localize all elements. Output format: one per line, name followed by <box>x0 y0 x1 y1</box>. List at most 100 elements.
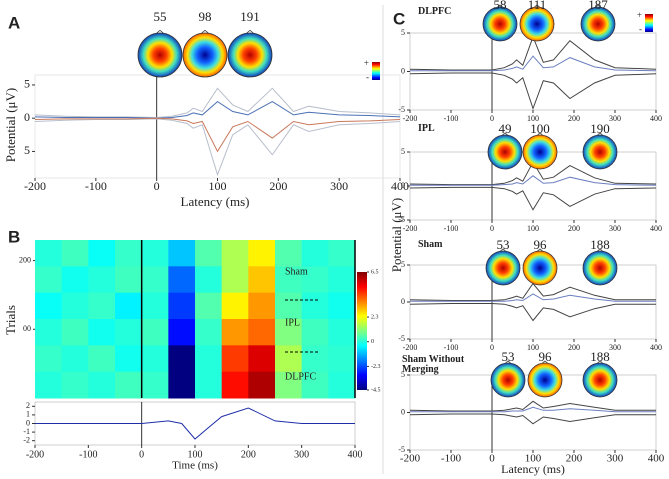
heat-cell <box>301 240 329 267</box>
topomap <box>582 250 618 286</box>
heat-cell <box>88 371 116 399</box>
topomap <box>519 6 555 42</box>
x-tick-label: 0 <box>139 449 144 460</box>
trace <box>409 400 656 412</box>
y-tick-label: -5 <box>398 445 405 454</box>
topomap <box>182 32 228 78</box>
heat-cell <box>168 371 196 399</box>
topomap-latency: 187 <box>588 0 608 12</box>
heat-cell <box>168 292 196 320</box>
colorbar-label: + <box>637 10 642 20</box>
y-tick-label: 0 <box>24 110 30 124</box>
topomap-latency: 188 <box>590 237 610 252</box>
heat-cell <box>115 266 143 294</box>
colorbar-tick-label: 2.3 <box>371 314 379 320</box>
x-tick-label: -200 <box>403 224 418 233</box>
x-axis-label: Latency (ms) <box>181 194 250 209</box>
heat-cell <box>141 319 169 346</box>
panel-label: C <box>393 9 405 28</box>
y-tick-label: 0 <box>401 181 405 190</box>
trace <box>409 72 657 111</box>
trace <box>410 293 656 302</box>
x-tick-label: -100 <box>444 224 459 233</box>
trace <box>409 35 657 71</box>
heat-cell <box>141 371 169 399</box>
heat-cell <box>301 371 329 399</box>
heat-cell <box>88 319 116 346</box>
plot-frame <box>409 32 657 111</box>
colorbar-label: + <box>364 58 369 68</box>
x-tick-label: 200 <box>568 343 580 352</box>
y-tick-label: -1 <box>23 427 30 436</box>
y-tick-label: 200 <box>19 255 31 264</box>
x-tick-label: -100 <box>444 343 459 352</box>
colorbar <box>357 272 367 390</box>
topomap-latency: 191 <box>240 9 260 24</box>
x-tick-label: 200 <box>269 179 287 193</box>
x-tick-label: -200 <box>403 343 418 352</box>
heat-cell <box>61 371 89 399</box>
x-tick-label: 200 <box>568 114 580 123</box>
x-tick-label: 400 <box>648 453 665 465</box>
heat-cell <box>88 266 116 294</box>
x-tick-label: 0 <box>490 114 494 123</box>
subplot-title: DLPFC <box>418 7 452 17</box>
heat-cell <box>221 319 249 346</box>
x-tick-label: -200 <box>400 453 421 465</box>
x-tick-label: 400 <box>650 224 662 233</box>
topomap-head <box>597 360 603 364</box>
x-tick-label: 100 <box>527 114 539 123</box>
x-axis-label: Latency (ms) <box>501 462 565 476</box>
trace <box>409 282 656 301</box>
topomap-head <box>505 360 511 364</box>
heat-cell <box>168 266 196 294</box>
heat-cell <box>328 345 356 373</box>
colorbar-tick-label: -2.3 <box>371 364 381 370</box>
heat-cell <box>275 371 303 399</box>
topomap <box>487 134 523 170</box>
y-tick-label: 0 <box>26 418 30 427</box>
topomap <box>582 134 618 170</box>
x-axis-label: Time (ms) <box>172 460 218 472</box>
heat-cell <box>328 371 356 399</box>
heat-cell <box>141 292 169 320</box>
x-tick-label: 100 <box>527 343 539 352</box>
heat-cell <box>35 266 63 294</box>
heat-cell <box>275 240 303 267</box>
x-tick-label: -100 <box>85 179 107 193</box>
heat-cell <box>61 240 89 267</box>
topomap-latency: 111 <box>528 0 547 12</box>
heat-cell <box>275 319 303 346</box>
heat-cell <box>195 292 223 320</box>
heat-cell <box>61 292 89 320</box>
y-tick-label: 2 <box>26 401 30 410</box>
heat-cell <box>248 292 276 320</box>
heat-cell <box>275 292 303 320</box>
x-tick-label: 300 <box>609 224 621 233</box>
trace <box>34 117 401 153</box>
topomap-latency: 58 <box>494 0 507 12</box>
x-tick-label: 0 <box>154 179 160 193</box>
topomap-head <box>497 4 503 8</box>
subplot-title-box: IPL <box>418 124 435 134</box>
x-tick-label: 100 <box>188 449 203 460</box>
heat-cell <box>275 345 303 373</box>
topomap-latency: 190 <box>590 121 610 136</box>
topomap-head <box>201 29 209 34</box>
y-tick-label: 5 <box>401 28 405 37</box>
trace <box>409 413 656 425</box>
trace <box>410 406 656 413</box>
heat-cell <box>301 266 329 294</box>
subplot-title-box: Sham <box>418 240 442 250</box>
topomap <box>482 6 518 42</box>
x-tick-label: -200 <box>24 179 46 193</box>
heat-cell <box>141 240 169 267</box>
topomap-head <box>534 4 540 8</box>
y-tick-label: 0 <box>401 407 405 416</box>
heat-cell <box>35 240 63 267</box>
heat-cell <box>248 319 276 346</box>
x-tick-label: 100 <box>527 224 539 233</box>
trace <box>34 100 401 119</box>
y-tick-label: -5 <box>398 215 405 224</box>
